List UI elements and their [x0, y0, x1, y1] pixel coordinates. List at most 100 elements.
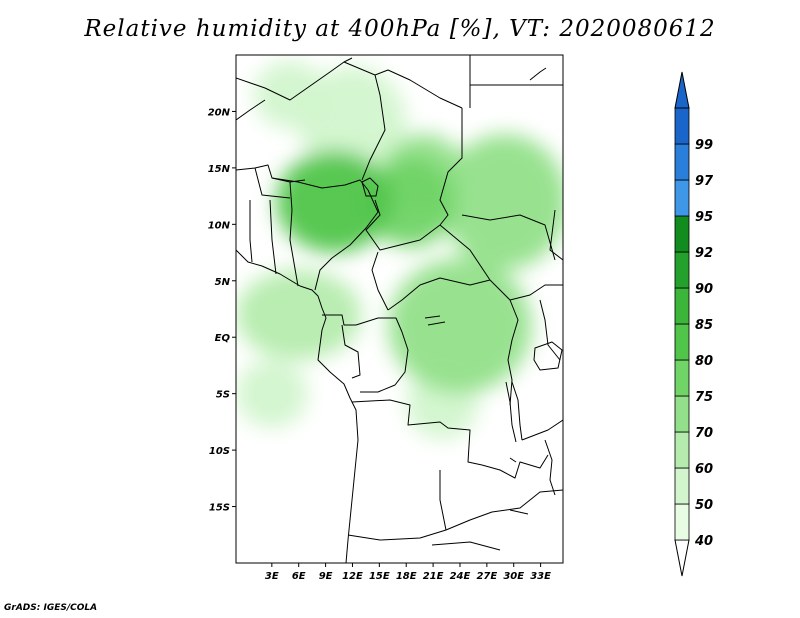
lat-tick-label: 5S	[216, 390, 230, 401]
lake-chad	[361, 177, 379, 197]
lon-tick-label: 18E	[396, 571, 417, 582]
lat-tick-label: 15N	[208, 164, 231, 175]
border-sudan-southsudan	[461, 214, 556, 261]
border-chad-car	[365, 199, 441, 251]
humidity-region	[365, 156, 456, 247]
border-angola-drc	[351, 399, 483, 466]
colorbar-label: 95	[695, 210, 713, 225]
map-axes: 20N 15N 10N 5N EQ 5S 10S 15S 3E 6E 9E 12E 15E 18E 21E 2…	[208, 107, 551, 582]
humidity-region	[442, 134, 563, 270]
border-burkina	[254, 167, 291, 199]
grads-credit: GrADS: IGES/COLA	[4, 603, 98, 613]
map-frame	[235, 54, 564, 564]
colorbar-segment	[674, 359, 690, 397]
border-mali-niger	[236, 164, 306, 183]
border-cotedivoire	[249, 200, 253, 263]
small-lake	[427, 321, 446, 326]
lon-tick-label: 30E	[503, 571, 524, 582]
humidity-region	[388, 258, 532, 394]
humidity-region	[236, 269, 362, 360]
lat-tick-label: 20N	[208, 107, 231, 118]
lat-tick-label: 15S	[209, 503, 230, 514]
border-gabon-eqguinea	[322, 314, 356, 326]
lat-tick-label: 10N	[208, 220, 231, 231]
border-niger-nigeria	[271, 177, 369, 191]
colorbar-segment	[674, 107, 690, 145]
colorbar-label: 99	[695, 138, 713, 153]
border-namibia-botswana	[431, 541, 501, 551]
border-drc-uganda	[507, 299, 519, 406]
colorbar-label: 80	[695, 354, 713, 369]
border-gabon-congo	[341, 324, 361, 379]
lake-tanganyika	[511, 381, 523, 441]
lon-tick-label: 33E	[530, 571, 551, 582]
colorbar-segment	[674, 287, 690, 325]
colorbar-segment	[674, 395, 690, 433]
lat-tick-label: 10S	[209, 446, 230, 457]
colorbar-segment	[674, 251, 690, 289]
colorbar-label: 97	[695, 174, 714, 189]
border-angola-zambia	[439, 470, 447, 531]
border-cameroon-congo	[355, 317, 403, 333]
small-lake	[424, 315, 441, 319]
humidity-field	[236, 60, 563, 439]
colorbar-label: 90	[695, 282, 713, 297]
lake-kariba	[509, 509, 529, 515]
border-algeria-niger	[236, 57, 353, 101]
border-niger-chad	[361, 74, 386, 181]
lon-tick-label: 9E	[319, 571, 333, 582]
lake-tanganyika-shore	[505, 381, 517, 443]
lon-tick-label: 21E	[423, 571, 444, 582]
border-drc-zambia	[481, 454, 549, 479]
colorbar-label: 75	[695, 390, 713, 405]
colorbar-upper-arrow	[674, 71, 690, 109]
coastline-west	[236, 249, 359, 563]
border-uganda-kenya	[539, 299, 561, 361]
colorbar-segment	[674, 215, 690, 253]
lat-tick-label: 5N	[215, 277, 231, 288]
border-ghana-togo	[269, 199, 277, 275]
border-angola-namibia	[347, 529, 447, 541]
border-car-south	[387, 277, 491, 311]
colorbar-label: 50	[695, 498, 713, 513]
colorbar-lower-arrow	[674, 539, 690, 577]
colorbar-label: 70	[695, 426, 713, 441]
border-tanzania	[521, 419, 563, 441]
border-mali-mauritania	[236, 99, 266, 121]
colorbar-segment	[674, 323, 690, 361]
border-congo-drc	[360, 331, 409, 393]
colorbar-label: 92	[695, 246, 713, 261]
lon-tick-label: 3E	[265, 571, 279, 582]
colorbar-label: 60	[695, 462, 713, 477]
border-niger-libya	[343, 61, 463, 109]
colorbar-segment	[674, 503, 690, 541]
coast-redsea	[529, 67, 547, 81]
small-lake	[509, 457, 517, 463]
lake-victoria	[533, 341, 563, 371]
colorbar-segment	[674, 467, 690, 505]
colorbar-label: 40	[694, 534, 713, 549]
border-cameroon-car	[371, 251, 389, 311]
border-zambia-south	[445, 489, 563, 531]
border-southsudan-south	[489, 279, 563, 301]
chart-title: Relative humidity at 400hPa [%], VT: 202…	[84, 16, 716, 42]
colorbar-segment	[674, 431, 690, 469]
humidity-region	[236, 359, 308, 428]
lat-tick-label: EQ	[215, 333, 231, 344]
colorbar-segment	[674, 179, 690, 217]
border-chad-sudan	[439, 108, 463, 226]
lon-tick-label: 15E	[369, 571, 390, 582]
border-nigeria-cameroon	[314, 189, 379, 291]
lon-tick-label: 6E	[292, 571, 306, 582]
humidity-region	[298, 66, 407, 180]
colorbar: 40 50 60 70 75 80 85 90 92 95 97 99	[674, 71, 714, 577]
lake-malawi	[544, 439, 556, 496]
humidity-region	[253, 60, 326, 129]
lon-tick-label: 24E	[450, 571, 471, 582]
border-benin-nigeria	[289, 181, 299, 287]
country-borders	[236, 55, 563, 563]
lon-tick-label: 12E	[342, 571, 363, 582]
border-car-sudan	[439, 224, 491, 281]
lon-tick-label: 27E	[476, 571, 497, 582]
